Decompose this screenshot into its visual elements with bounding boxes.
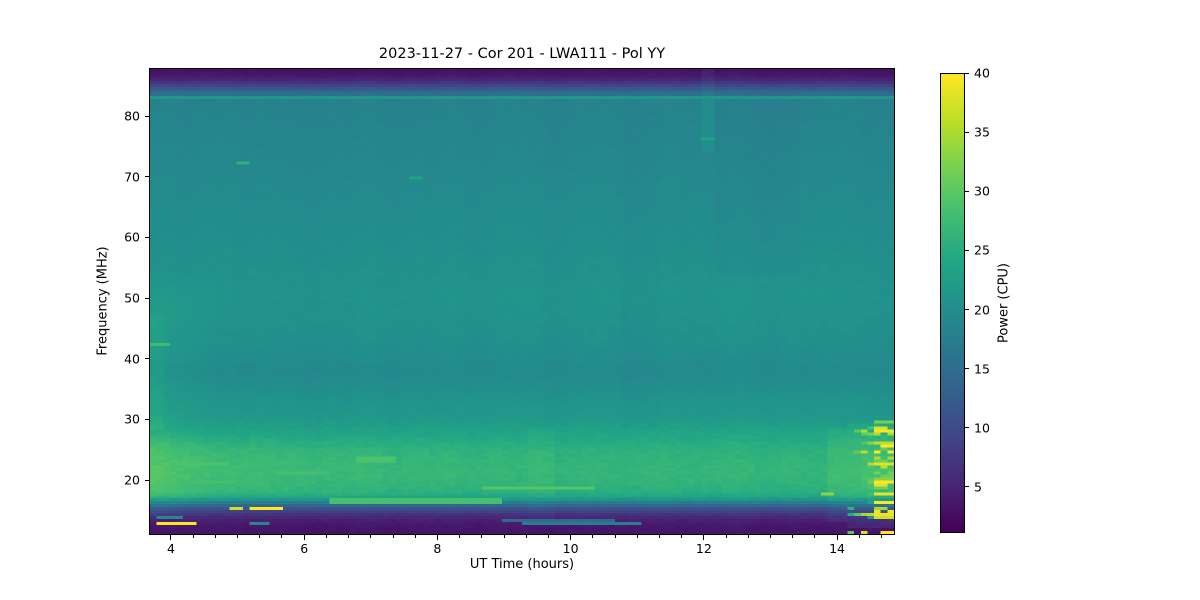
- x-minor-tick: [747, 535, 749, 538]
- x-tick-label: 14: [829, 541, 845, 556]
- x-minor-tick: [792, 535, 794, 538]
- x-minor-tick: [281, 535, 283, 538]
- y-tick: [144, 297, 149, 299]
- y-tick-label: 80: [124, 108, 140, 124]
- x-minor-tick: [192, 535, 194, 538]
- x-minor-tick: [814, 535, 816, 538]
- x-minor-tick: [525, 535, 527, 538]
- x-minor-tick: [658, 535, 660, 538]
- x-minor-tick: [592, 535, 594, 538]
- y-tick-label: 30: [124, 411, 140, 427]
- colorbar-tick-label: 5: [974, 479, 982, 495]
- colorbar-tick: [965, 190, 969, 192]
- y-axis-label: Frequency (MHz): [95, 246, 111, 356]
- y-tick: [144, 479, 149, 481]
- x-minor-tick: [414, 535, 416, 538]
- x-minor-tick: [725, 535, 727, 538]
- x-minor-tick: [503, 535, 505, 538]
- x-tick-label: 6: [300, 541, 309, 556]
- colorbar-tick: [965, 486, 969, 488]
- y-tick-label: 50: [124, 290, 140, 306]
- x-tick: [570, 535, 572, 540]
- x-minor-tick: [481, 535, 483, 538]
- x-minor-tick: [681, 535, 683, 538]
- y-tick-label: 60: [124, 229, 140, 245]
- colorbar-tick: [965, 368, 969, 370]
- colorbar-tick-label: 10: [974, 420, 990, 436]
- colorbar-tick-label: 30: [974, 183, 990, 199]
- colorbar-tick-label: 40: [974, 65, 990, 81]
- colorbar-tick: [965, 309, 969, 310]
- colorbar-tick-label: 25: [974, 242, 990, 258]
- y-tick: [144, 418, 149, 420]
- x-tick-label: 8: [433, 541, 442, 556]
- plot-area: [149, 68, 895, 535]
- y-tick-label: 70: [124, 169, 140, 185]
- colorbar-tick-label: 20: [974, 302, 990, 317]
- x-tick: [703, 535, 705, 540]
- colorbar-tick: [965, 72, 969, 74]
- y-tick-label: 20: [124, 472, 140, 488]
- x-axis-label: UT Time (hours): [469, 557, 575, 572]
- x-tick: [836, 535, 838, 540]
- y-tick: [144, 358, 149, 360]
- x-minor-tick: [636, 535, 638, 538]
- chart-title: 2023-11-27 - Cor 201 - LWA111 - Pol YY: [378, 46, 666, 62]
- x-minor-tick: [214, 535, 216, 538]
- x-tick-label: 12: [695, 541, 712, 556]
- x-minor-tick: [614, 535, 616, 538]
- y-tick-label: 40: [124, 351, 140, 367]
- x-tick: [170, 535, 172, 540]
- y-tick: [144, 236, 149, 238]
- x-minor-tick: [237, 535, 239, 538]
- x-tick: [303, 535, 305, 540]
- x-tick-label: 4: [166, 541, 175, 556]
- colorbar-canvas: [941, 74, 964, 532]
- colorbar: [940, 73, 965, 533]
- x-minor-tick: [259, 535, 261, 538]
- spectrogram-canvas: [150, 69, 894, 534]
- x-minor-tick: [392, 535, 394, 538]
- x-minor-tick: [858, 535, 860, 538]
- x-minor-tick: [547, 535, 549, 538]
- x-minor-tick: [459, 535, 461, 538]
- colorbar-tick: [965, 131, 969, 133]
- x-minor-tick: [370, 535, 372, 538]
- colorbar-tick: [965, 249, 969, 251]
- colorbar-label: Power (CPU): [996, 262, 1012, 344]
- x-tick: [436, 535, 438, 540]
- colorbar-tick: [965, 427, 969, 429]
- colorbar-tick-label: 15: [974, 361, 990, 377]
- y-tick: [144, 176, 149, 178]
- x-minor-tick: [880, 535, 882, 538]
- x-minor-tick: [325, 535, 327, 538]
- y-tick: [144, 115, 149, 117]
- colorbar-tick-label: 35: [974, 124, 990, 140]
- x-tick-label: 10: [562, 541, 579, 556]
- x-minor-tick: [769, 535, 771, 538]
- x-minor-tick: [348, 535, 350, 538]
